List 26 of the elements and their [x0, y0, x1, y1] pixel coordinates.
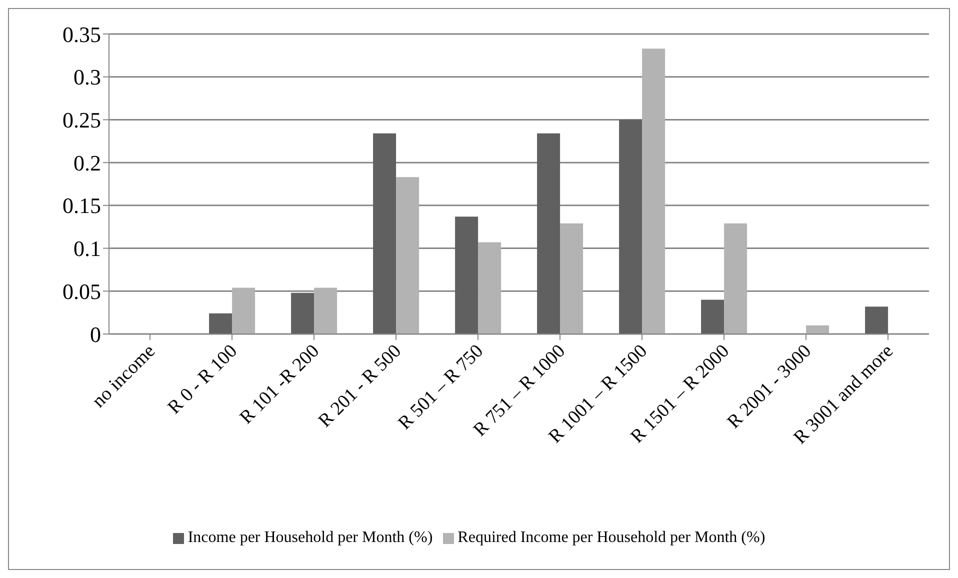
legend-label: Income per Household per Month (%): [188, 529, 433, 546]
legend-label: Required Income per Household per Month (%): [458, 529, 766, 546]
bar: [642, 48, 666, 334]
y-tick-label: 0.05: [62, 278, 101, 304]
bar: [314, 288, 338, 334]
y-tick-label: 0.1: [74, 236, 101, 262]
y-tick-label: 0.3: [74, 64, 101, 90]
bar: [724, 223, 748, 334]
bar: [537, 133, 560, 334]
y-tick-label: 0.2: [74, 150, 101, 176]
bar: [455, 216, 478, 334]
y-tick-label: 0.25: [62, 108, 101, 133]
bar: [478, 242, 502, 334]
bar: [865, 306, 888, 334]
bar: [806, 325, 830, 334]
bar: [209, 313, 232, 334]
bar: [396, 177, 420, 334]
bar: [701, 300, 724, 334]
bar: [373, 133, 396, 334]
bar: [560, 223, 584, 334]
bar: [619, 120, 642, 334]
y-tick-label: 0.35: [62, 22, 101, 47]
bar: [291, 292, 314, 334]
y-tick-label: 0.15: [62, 193, 101, 218]
bar: [232, 288, 256, 334]
y-tick-label: 0: [90, 322, 101, 347]
